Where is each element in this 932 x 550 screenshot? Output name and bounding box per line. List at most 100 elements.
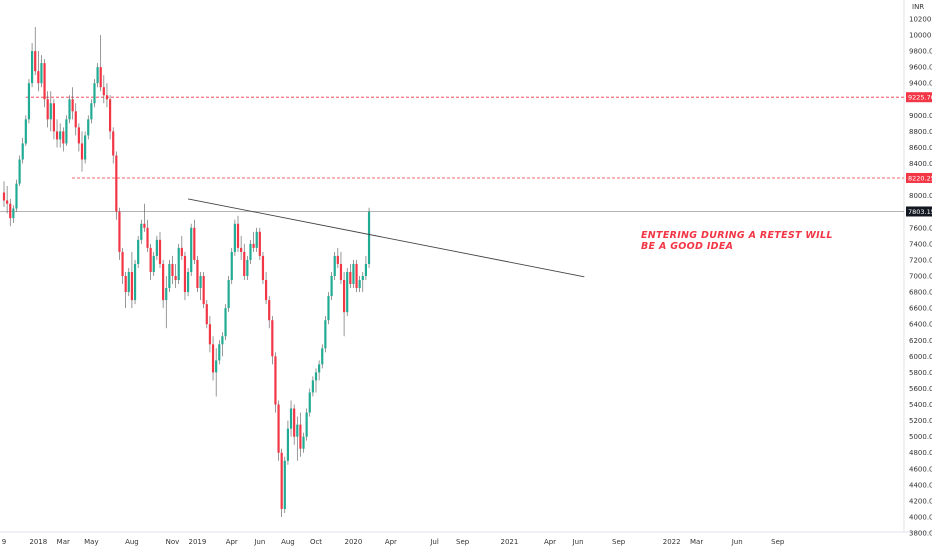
candle-body[interactable] (115, 155, 118, 212)
candle-body[interactable] (246, 259, 249, 276)
candle-body[interactable] (171, 263, 174, 276)
candle-body[interactable] (130, 271, 134, 301)
candle-body[interactable] (330, 276, 333, 297)
candle-body[interactable] (37, 71, 40, 84)
candle-body[interactable] (34, 51, 37, 72)
candle-body[interactable] (96, 67, 99, 84)
candle-body[interactable] (367, 211, 371, 264)
candle-body[interactable] (149, 247, 152, 272)
candle-body[interactable] (208, 324, 212, 345)
candle-body[interactable] (140, 223, 143, 240)
candle-body[interactable] (46, 99, 49, 120)
candle-body[interactable] (258, 231, 261, 256)
candle-body[interactable] (264, 280, 268, 301)
candle-body[interactable] (286, 428, 290, 461)
candle-body[interactable] (342, 280, 346, 313)
candle-body[interactable] (318, 364, 321, 373)
candle-body[interactable] (346, 271, 349, 313)
candle-body[interactable] (230, 251, 233, 281)
candle-body[interactable] (324, 320, 327, 349)
candle-body[interactable] (274, 356, 277, 405)
candle-body[interactable] (133, 263, 137, 301)
candle-body[interactable] (108, 99, 112, 132)
candle-body[interactable] (227, 280, 230, 309)
candle-body[interactable] (215, 360, 218, 373)
candle-body[interactable] (21, 143, 24, 160)
candle-body[interactable] (289, 408, 293, 429)
candle-body[interactable] (202, 276, 205, 305)
candle-body[interactable] (233, 223, 236, 252)
candle-body[interactable] (105, 95, 109, 100)
candle-body[interactable] (364, 263, 368, 276)
candle-body[interactable] (24, 119, 27, 144)
candle-body[interactable] (183, 255, 187, 293)
candle-body[interactable] (296, 424, 299, 437)
candle-body[interactable] (186, 271, 190, 293)
candle-body[interactable] (352, 263, 355, 285)
candle-body[interactable] (43, 63, 46, 100)
candle-body[interactable] (196, 259, 199, 289)
candle-body[interactable] (190, 227, 193, 272)
candle-body[interactable] (349, 271, 352, 285)
candle-body[interactable] (293, 408, 296, 437)
candle-body[interactable] (62, 131, 65, 144)
candle-body[interactable] (249, 243, 252, 260)
candle-body[interactable] (74, 111, 77, 128)
candle-body[interactable] (177, 247, 180, 281)
candle-body[interactable] (18, 159, 21, 184)
candle-body[interactable] (199, 276, 202, 289)
candle-body[interactable] (27, 83, 31, 120)
candle-body[interactable] (15, 183, 18, 209)
candle-body[interactable] (268, 300, 271, 321)
candle-body[interactable] (124, 276, 127, 293)
candle-body[interactable] (12, 208, 15, 219)
candle-body[interactable] (71, 99, 74, 112)
candle-body[interactable] (152, 255, 155, 272)
candle-body[interactable] (305, 412, 308, 437)
candle-body[interactable] (158, 239, 162, 264)
candle-body[interactable] (65, 119, 68, 144)
candle-body[interactable] (9, 203, 12, 219)
candle-body[interactable] (84, 135, 87, 160)
candle-body[interactable] (127, 271, 130, 293)
candle-body[interactable] (87, 119, 90, 136)
candle-body[interactable] (240, 247, 243, 252)
candle-body[interactable] (280, 452, 283, 509)
candle-body[interactable] (339, 263, 343, 281)
candle-body[interactable] (49, 103, 52, 120)
candle-body[interactable] (211, 344, 215, 373)
candle-body[interactable] (102, 87, 105, 96)
candle-body[interactable] (327, 296, 330, 321)
candle-body[interactable] (205, 304, 208, 325)
candle-body[interactable] (314, 372, 318, 381)
candle-body[interactable] (40, 63, 43, 84)
candle-body[interactable] (146, 227, 149, 248)
candle-body[interactable] (308, 392, 311, 413)
candle-body[interactable] (162, 263, 165, 301)
candle-body[interactable] (165, 288, 168, 301)
candle-body[interactable] (299, 424, 302, 449)
candle-body[interactable] (321, 348, 324, 365)
candle-body[interactable] (255, 231, 258, 248)
candle-body[interactable] (236, 223, 240, 248)
candle-body[interactable] (168, 263, 171, 289)
candle-body[interactable] (302, 436, 305, 449)
candle-body[interactable] (333, 255, 336, 276)
candle-body[interactable] (30, 51, 34, 84)
candle-body[interactable] (277, 404, 280, 453)
candle-body[interactable] (243, 251, 246, 276)
candle-body[interactable] (358, 280, 361, 289)
candle-body[interactable] (59, 131, 62, 140)
candle-body[interactable] (221, 336, 224, 345)
candle-body[interactable] (311, 380, 314, 393)
candle-body[interactable] (252, 243, 255, 248)
candle-body[interactable] (355, 263, 358, 289)
candle-body[interactable] (336, 255, 339, 264)
candle-body[interactable] (121, 251, 124, 276)
candle-body[interactable] (118, 211, 121, 252)
candle-body[interactable] (112, 131, 115, 156)
candle-body[interactable] (55, 131, 59, 140)
candle-body[interactable] (68, 99, 71, 120)
trendline[interactable] (187, 198, 585, 278)
